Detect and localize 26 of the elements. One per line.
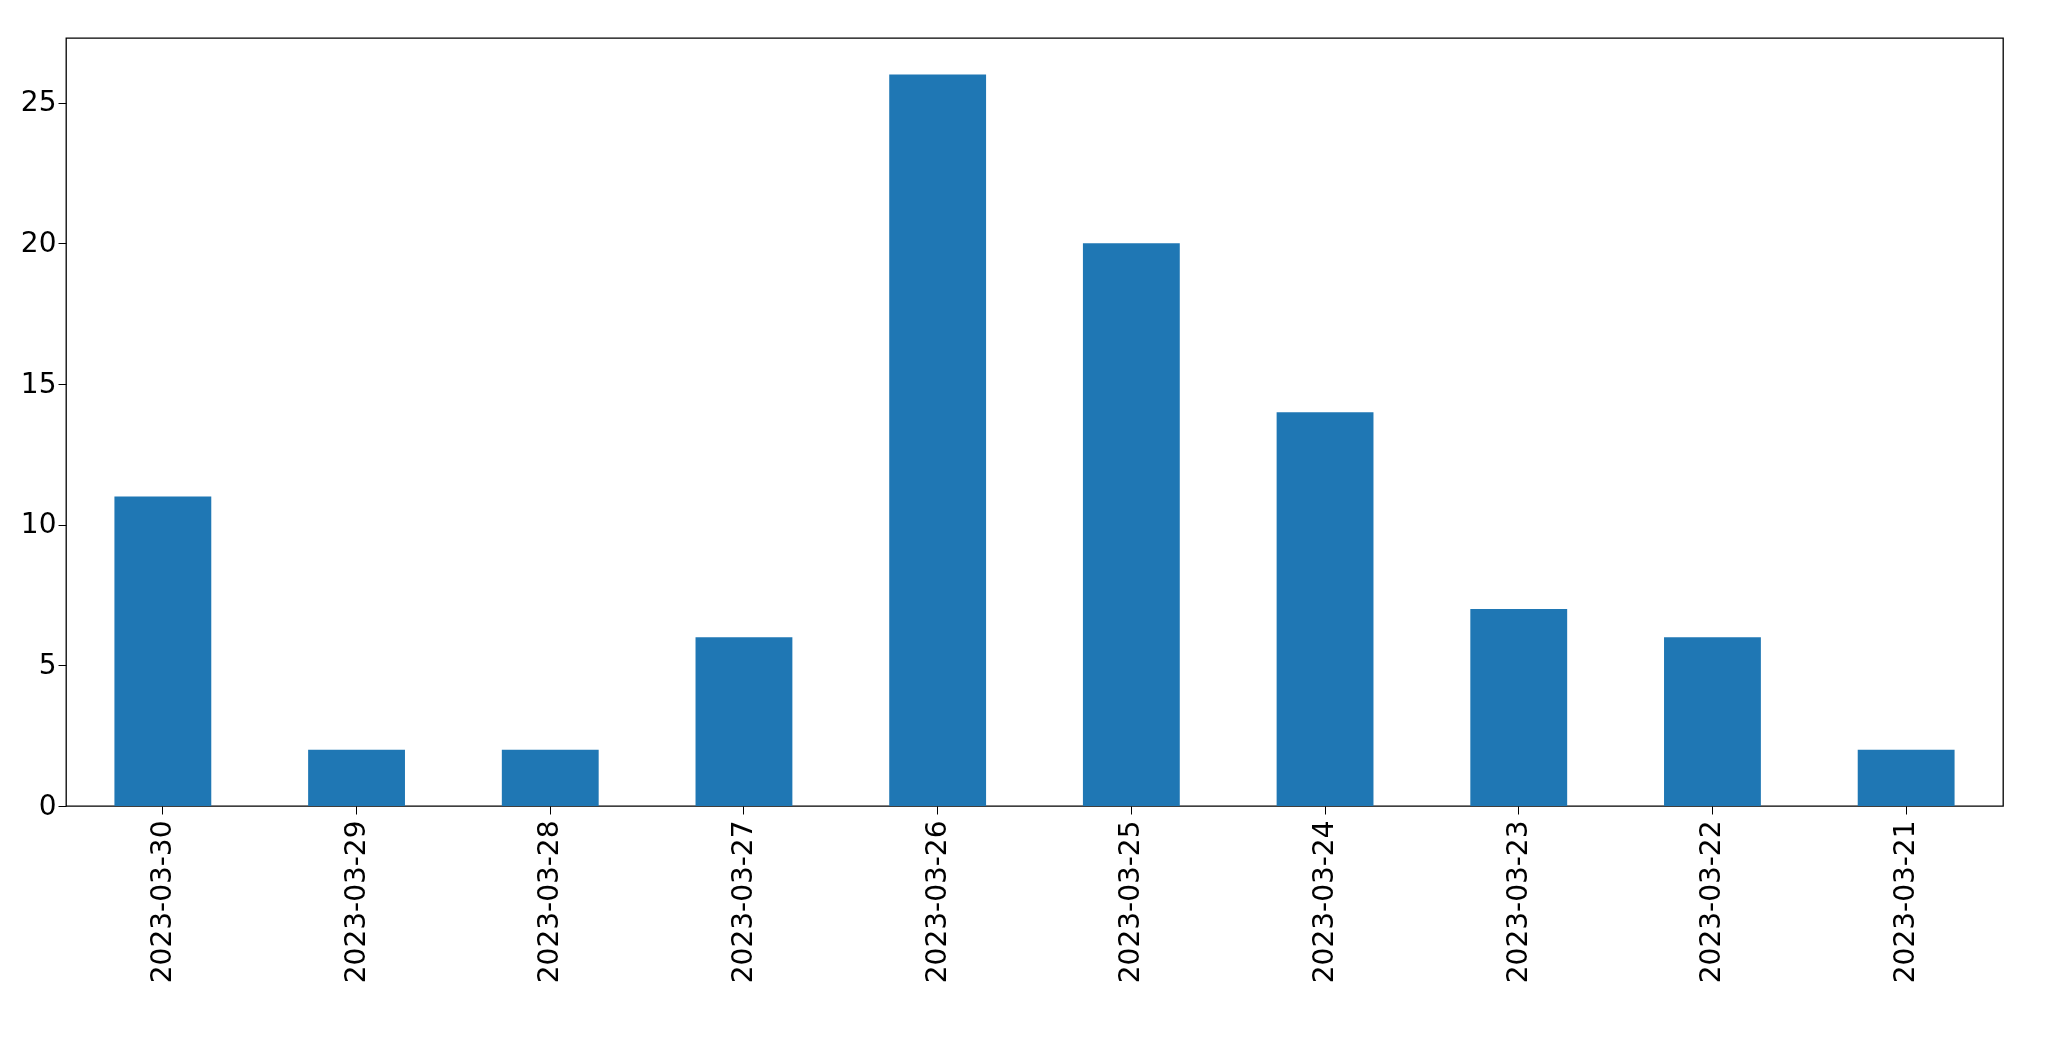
x-tick-label: 2023-03-21	[1888, 820, 1922, 984]
bar	[1857, 749, 1955, 806]
x-tick-label: 2023-03-28	[532, 820, 566, 984]
bar	[1276, 412, 1374, 806]
bar	[308, 749, 405, 806]
bar	[1082, 243, 1180, 806]
y-tick-label: 5	[38, 647, 57, 681]
y-tick-label: 15	[20, 366, 57, 400]
y-tick-label: 25	[20, 85, 57, 119]
x-tick-label: 2023-03-23	[1500, 820, 1534, 984]
x-tick-label: 2023-03-26	[919, 820, 953, 984]
bar	[1470, 609, 1568, 806]
x-tick-label: 2023-03-24	[1307, 820, 1341, 984]
x-tick-label: 2023-03-30	[144, 820, 178, 984]
bar	[889, 74, 987, 806]
bar	[114, 496, 212, 806]
y-tick-label: 10	[20, 507, 57, 541]
bar	[501, 749, 599, 806]
bar	[1664, 637, 1761, 806]
x-tick-label: 2023-03-25	[1113, 820, 1147, 984]
y-tick-label: 0	[38, 788, 57, 822]
x-tick-label: 2023-03-22	[1694, 820, 1728, 984]
bar	[695, 637, 793, 806]
x-tick-label: 2023-03-27	[725, 820, 759, 984]
x-tick-label: 2023-03-29	[338, 820, 372, 984]
y-tick-label: 20	[20, 225, 57, 259]
